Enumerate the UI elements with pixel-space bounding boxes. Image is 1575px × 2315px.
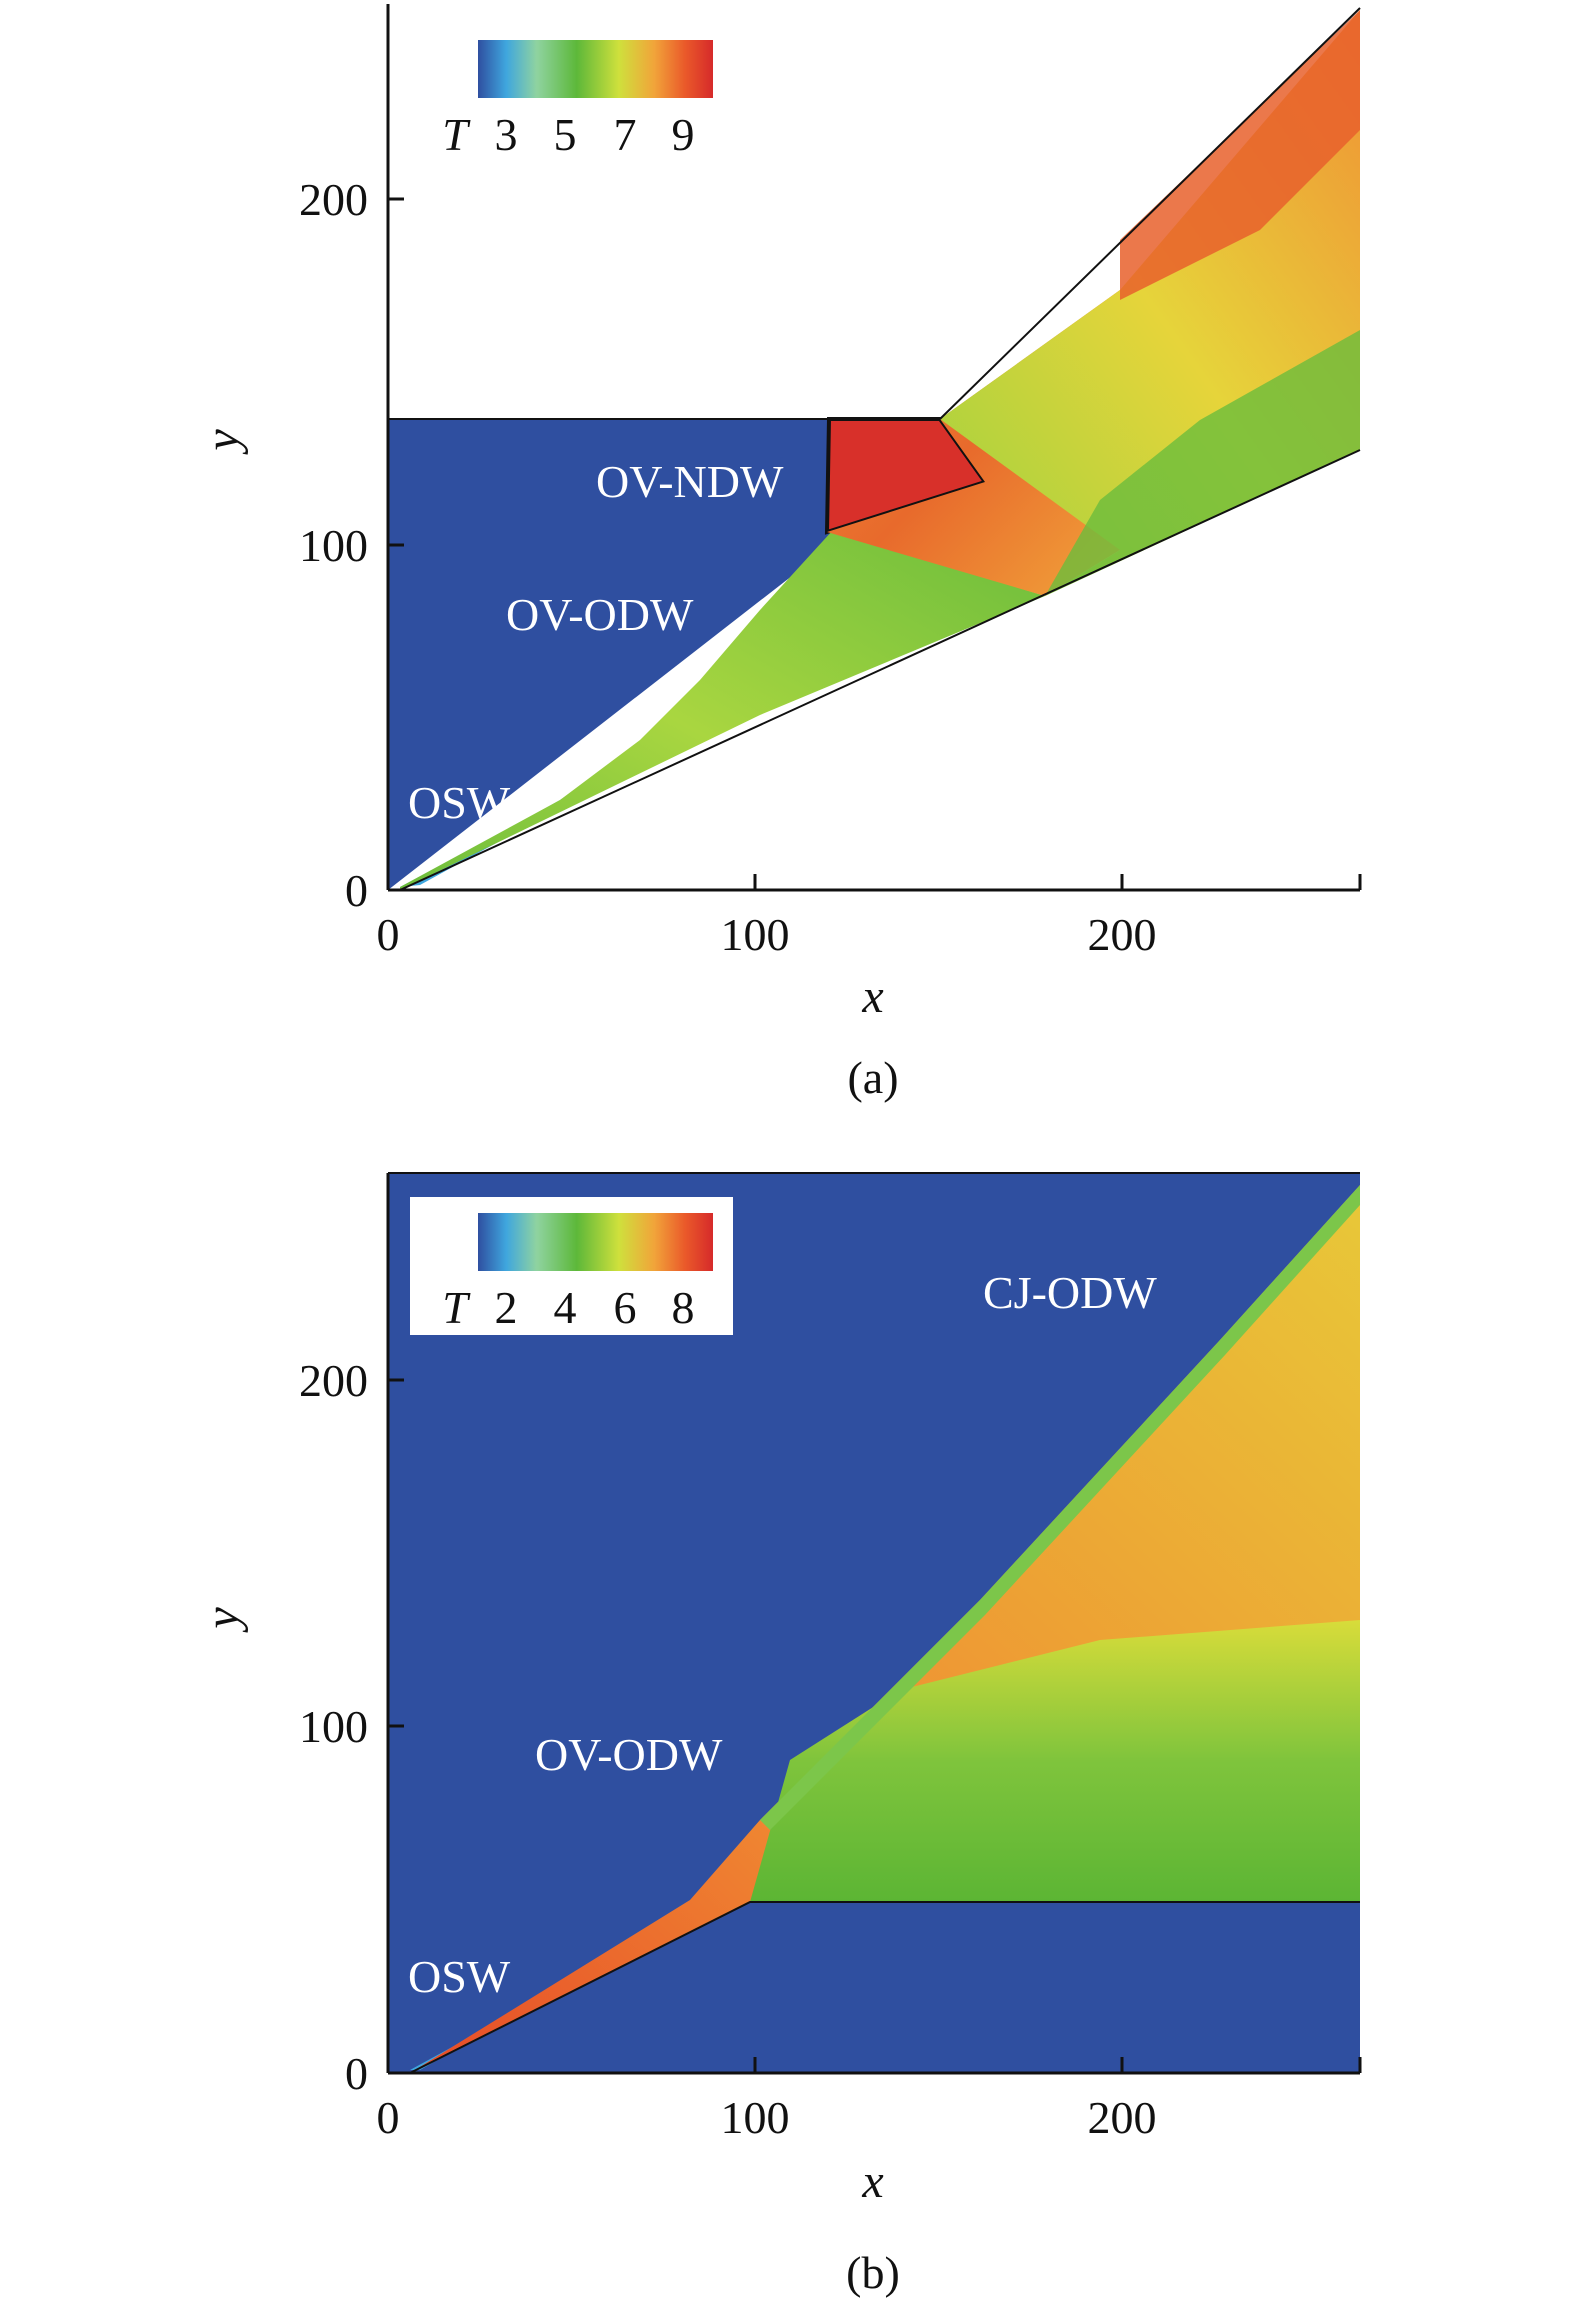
y-tick-200-b: 200: [299, 1355, 368, 1406]
colorbar-tick-6: 6: [614, 1282, 637, 1333]
colorbar-b: T 2 4 6 8: [410, 1197, 733, 1335]
x-tick-200-a: 200: [1088, 909, 1157, 960]
right-lower-band: [1045, 330, 1360, 596]
ticks-a: [386, 197, 1362, 892]
colorbar-tick-8: 8: [672, 1282, 695, 1333]
caption-a: (a): [847, 1052, 898, 1103]
x-tick-200-b: 200: [1088, 2092, 1157, 2143]
colorbar-gradient-b: [478, 1213, 713, 1271]
x-axis-label-b: x: [861, 2155, 883, 2208]
colorbar-tick-3: 3: [495, 109, 518, 160]
colorbar-a: T 3 5 7 9: [442, 40, 713, 160]
colorbar-title-a: T: [442, 109, 471, 160]
oblique-detonation-wedge: [400, 530, 1045, 890]
upper-hot-band: [1120, 10, 1360, 300]
normal-detonation-region: [827, 419, 985, 532]
x-axis-label-a: x: [861, 970, 883, 1023]
colorbar-tick-2: 2: [495, 1282, 518, 1333]
x-tick-0-a: 0: [377, 909, 400, 960]
x-tick-100-b: 100: [721, 2092, 790, 2143]
axes-a: [386, 4, 1360, 892]
panel-a: 0 100 200 0 100 200 x y (a) T 3 5 7 9 OV…: [196, 4, 1362, 1103]
y-tick-100-b: 100: [299, 1701, 368, 1752]
colorbar-tick-7: 7: [614, 109, 637, 160]
colorbar-gradient-a: [478, 40, 713, 98]
caption-b: (b): [846, 2247, 900, 2298]
wedge-wall-b: [409, 1901, 1360, 2074]
wedge-wall-a: [399, 449, 1361, 891]
cj-odw-front-b: [760, 1185, 1360, 1830]
slant-wall-a: [939, 7, 1361, 420]
colorbar-tick-5: 5: [554, 109, 577, 160]
y-axis-label-b: y: [196, 1607, 249, 1634]
x-tick-100-a: 100: [721, 909, 790, 960]
y-axis-label-a: y: [196, 429, 249, 456]
colorbar-title-b: T: [442, 1282, 471, 1333]
unburnt-region: [388, 419, 950, 890]
annotation-ov-odw-a: OV-ODW: [506, 589, 694, 640]
annotation-ov-odw-b: OV-ODW: [535, 1729, 723, 1780]
ticks-b: [386, 1378, 1362, 2075]
colorbar-tick-9: 9: [672, 109, 695, 160]
annotation-cj-odw: CJ-ODW: [983, 1267, 1157, 1318]
annotation-osw-a: OSW: [408, 777, 511, 828]
axes-b: [386, 1173, 1360, 2075]
annotation-ov-ndw: OV-NDW: [596, 456, 784, 507]
y-tick-0-a: 0: [345, 865, 368, 916]
y-tick-200-a: 200: [299, 174, 368, 225]
colorbar-tick-4: 4: [554, 1282, 577, 1333]
y-tick-0-b: 0: [345, 2048, 368, 2099]
y-tick-100-a: 100: [299, 520, 368, 571]
annotation-osw-b: OSW: [408, 1951, 511, 2002]
x-tick-0-b: 0: [377, 2092, 400, 2143]
panel-b: 0 100 200 0 100 200 x y (b) T 2 4 6 8 CJ…: [196, 1172, 1362, 2298]
